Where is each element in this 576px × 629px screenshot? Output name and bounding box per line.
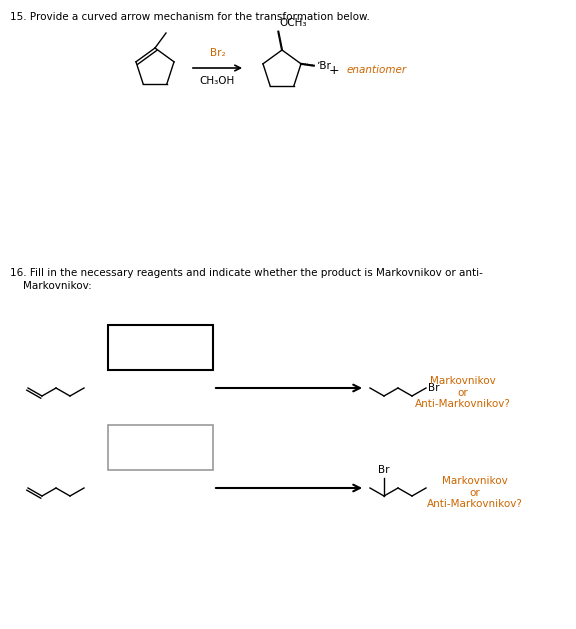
Text: Br: Br [378, 465, 390, 475]
Text: 16. Fill in the necessary reagents and indicate whether the product is Markovnik: 16. Fill in the necessary reagents and i… [10, 268, 483, 278]
Bar [108, 325, 213, 370]
Text: OCH₃: OCH₃ [279, 18, 306, 28]
Text: +: + [329, 64, 339, 77]
Text: Markovnikov
or
Anti-Markovnikov?: Markovnikov or Anti-Markovnikov? [415, 376, 511, 409]
Text: enantiomer: enantiomer [347, 65, 407, 75]
Text: CH₃OH: CH₃OH [200, 76, 235, 86]
Bar [108, 425, 213, 470]
Text: Br: Br [428, 383, 439, 393]
Text: Markovnikov:: Markovnikov: [10, 281, 92, 291]
Text: Br₂: Br₂ [210, 48, 225, 58]
Text: Markovnikov
or
Anti-Markovnikov?: Markovnikov or Anti-Markovnikov? [427, 476, 523, 509]
Text: ʼBr: ʼBr [316, 61, 331, 71]
Text: 15. Provide a curved arrow mechanism for the transformation below.: 15. Provide a curved arrow mechanism for… [10, 12, 370, 22]
